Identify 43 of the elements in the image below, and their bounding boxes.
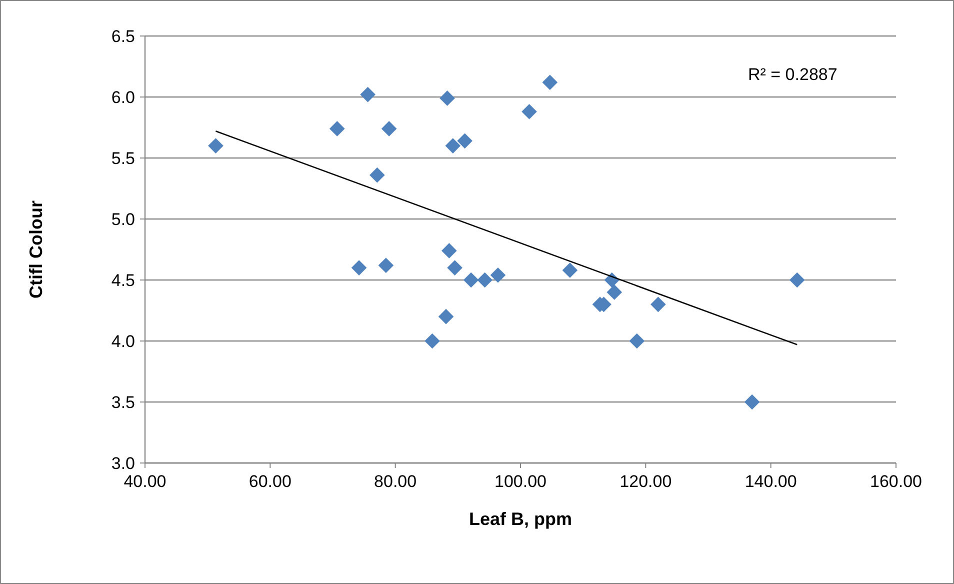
point [562,262,578,278]
x-tick-label: 40.00 [124,472,166,491]
x-tick-label: 140.00 [744,472,797,491]
point [441,243,457,258]
y-tick-label: 6.5 [111,27,135,46]
x-tick-label: 120.00 [620,472,672,491]
point [447,260,462,276]
x-tick-label: 80.00 [374,472,417,491]
point [438,308,454,324]
x-tick-label: 160.00 [870,472,922,491]
y-tick-label: 4.0 [111,332,135,351]
point [457,133,472,149]
point [424,333,440,349]
point [463,272,479,288]
point [381,121,397,136]
point [370,167,385,183]
x-axis-title: Leaf B, ppm [468,509,572,529]
point [744,394,760,410]
point [351,260,367,276]
point [490,267,506,283]
point [445,138,461,154]
point [542,74,558,90]
y-tick-label: 3.5 [111,393,135,412]
x-tick-label: 60.00 [248,472,292,491]
annotation: R² = 0.2887 [748,65,838,84]
point [606,284,622,300]
point [789,272,805,288]
point [208,138,224,154]
y-tick-label: 3.0 [111,454,135,473]
y-tick-label: 5.0 [111,210,135,229]
point [360,86,376,102]
y-tick-label: 4.5 [111,271,135,290]
point [329,121,345,136]
x-tick-label: 100.00 [494,472,546,491]
point [378,258,394,274]
y-tick-label: 6.0 [111,88,135,107]
y-tick-label: 5.5 [111,149,135,168]
point [629,333,645,349]
y-axis-title: Ctifl Colour [26,200,46,298]
point [440,90,455,106]
point [650,296,666,312]
point [522,104,537,120]
point [477,272,492,288]
